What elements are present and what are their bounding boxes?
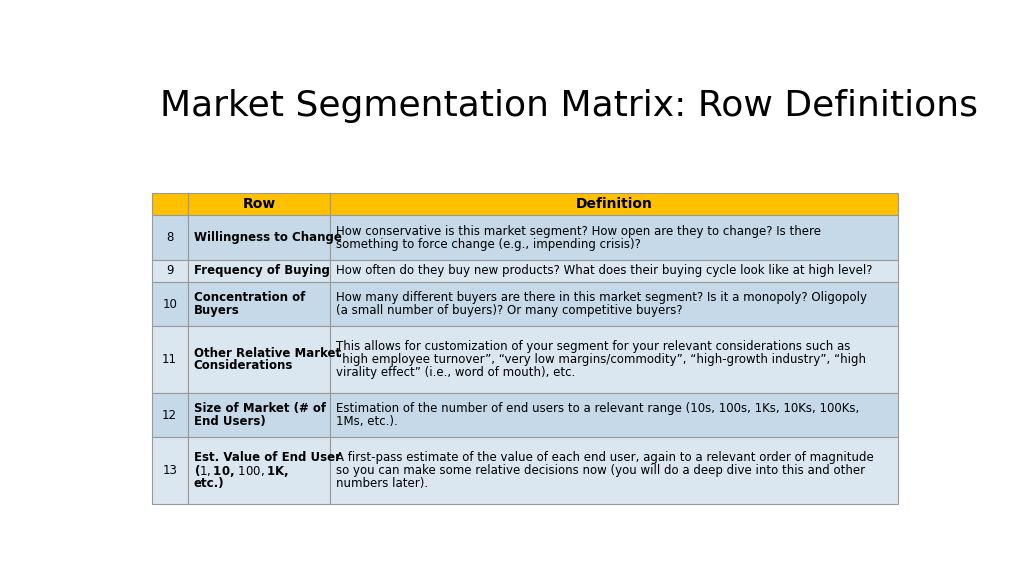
Bar <box>331 393 898 437</box>
Text: 13: 13 <box>162 464 177 477</box>
Bar <box>331 260 898 282</box>
Text: Willingness to Change: Willingness to Change <box>194 231 342 244</box>
Text: Definition: Definition <box>575 198 652 211</box>
Bar <box>331 437 898 504</box>
Bar <box>152 260 187 282</box>
Text: This allows for customization of your segment for your relevant considerations s: This allows for customization of your se… <box>336 340 850 354</box>
Bar <box>187 260 331 282</box>
Bar <box>152 393 187 437</box>
Text: ($1, $10, $100, $1K,: ($1, $10, $100, $1K, <box>194 463 289 479</box>
Bar <box>152 282 187 327</box>
Text: “high employee turnover”, “very low margins/commodity”, “high-growth industry”, : “high employee turnover”, “very low marg… <box>336 353 866 366</box>
Text: 10: 10 <box>162 298 177 310</box>
Bar <box>331 215 898 260</box>
Text: etc.): etc.) <box>194 477 224 490</box>
Text: (a small number of buyers)? Or many competitive buyers?: (a small number of buyers)? Or many comp… <box>336 304 683 317</box>
Text: Considerations: Considerations <box>194 359 293 373</box>
Text: Concentration of: Concentration of <box>194 291 305 304</box>
Text: Market Segmentation Matrix: Row Definitions: Market Segmentation Matrix: Row Definiti… <box>160 89 978 123</box>
Text: How many different buyers are there in this market segment? Is it a monopoly? Ol: How many different buyers are there in t… <box>336 291 867 304</box>
Text: Frequency of Buying: Frequency of Buying <box>194 264 330 278</box>
Text: 9: 9 <box>166 264 173 278</box>
Text: 11: 11 <box>162 353 177 366</box>
Text: Row: Row <box>243 198 275 211</box>
Text: Est. Value of End User: Est. Value of End User <box>194 451 341 464</box>
Bar <box>187 282 331 327</box>
Bar <box>331 194 898 215</box>
Text: so you can make some relative decisions now (you will do a deep dive into this a: so you can make some relative decisions … <box>336 464 865 477</box>
Text: 1Ms, etc.).: 1Ms, etc.). <box>336 415 397 428</box>
Bar <box>152 215 187 260</box>
Text: something to force change (e.g., impending crisis)?: something to force change (e.g., impendi… <box>336 237 641 251</box>
Text: 8: 8 <box>166 231 173 244</box>
Text: How conservative is this market segment? How open are they to change? Is there: How conservative is this market segment?… <box>336 225 821 238</box>
Bar <box>152 437 187 504</box>
Bar <box>152 194 187 215</box>
Bar <box>187 194 331 215</box>
Bar <box>187 215 331 260</box>
Text: 12: 12 <box>162 408 177 422</box>
Text: A first-pass estimate of the value of each end user, again to a relevant order o: A first-pass estimate of the value of ea… <box>336 451 873 464</box>
Bar <box>331 327 898 393</box>
Text: Estimation of the number of end users to a relevant range (10s, 100s, 1Ks, 10Ks,: Estimation of the number of end users to… <box>336 402 859 415</box>
Bar <box>331 282 898 327</box>
Text: virality effect” (i.e., word of mouth), etc.: virality effect” (i.e., word of mouth), … <box>336 366 575 379</box>
Text: numbers later).: numbers later). <box>336 477 428 490</box>
Text: Size of Market (# of: Size of Market (# of <box>194 402 326 415</box>
Bar <box>187 437 331 504</box>
Text: Other Relative Market: Other Relative Market <box>194 347 341 360</box>
Text: How often do they buy new products? What does their buying cycle look like at hi: How often do they buy new products? What… <box>336 264 872 278</box>
Text: Buyers: Buyers <box>194 304 240 317</box>
Bar <box>187 393 331 437</box>
Bar <box>187 327 331 393</box>
Text: End Users): End Users) <box>194 415 265 428</box>
Bar <box>152 327 187 393</box>
